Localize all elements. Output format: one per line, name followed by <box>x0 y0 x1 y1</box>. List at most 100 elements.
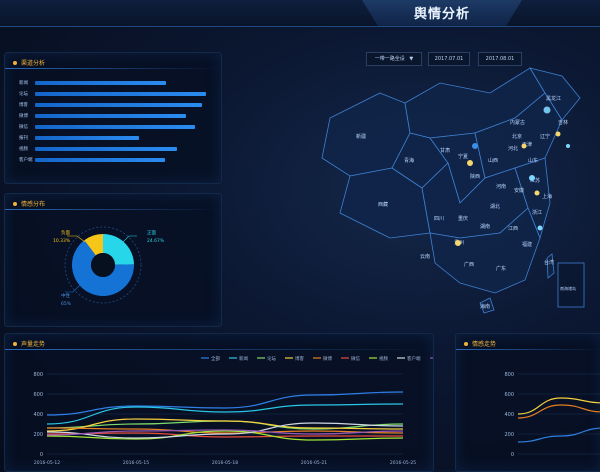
province-label: 海南 <box>480 303 490 310</box>
province-label: 甘肃 <box>440 147 450 154</box>
channel-analysis-title: 渠道分析 <box>13 58 45 67</box>
y-tick-label: 400 <box>504 412 514 418</box>
channel-bar <box>35 92 206 96</box>
series-line <box>46 422 404 439</box>
hotspot-marker <box>555 131 561 137</box>
channel-bar <box>35 103 203 107</box>
legend-item[interactable]: 博客 <box>295 355 304 362</box>
channel-bar-label: 新闻 <box>19 81 28 86</box>
title-bullet-icon <box>13 341 17 346</box>
donut-segment <box>103 234 134 265</box>
y-tick-label: 0 <box>511 452 514 458</box>
legend-item[interactable]: 微博 <box>323 355 332 362</box>
region-northeast <box>529 67 581 121</box>
donut-label-neutral-name: 中性 <box>61 292 70 299</box>
series-line <box>46 429 404 436</box>
leader-negative <box>67 235 86 243</box>
province-label: 内蒙古 <box>510 119 525 126</box>
region-taiwan <box>546 253 555 279</box>
channel-bar-label: 微信 <box>19 125 28 130</box>
channel-bar-row: 客户端 <box>19 158 219 164</box>
x-tick-label: 2016-05-18 <box>212 460 238 466</box>
province-label: 河南 <box>496 183 506 190</box>
channel-select[interactable]: 一带一路全设 ▼ <box>366 52 422 66</box>
end-date-input[interactable]: 2017.08.01 <box>478 52 522 66</box>
legend-item[interactable]: 客户端 <box>407 355 421 362</box>
channel-bar-row: 微信 <box>19 125 219 131</box>
channel-bar <box>35 147 178 151</box>
leader-neutral <box>65 283 82 293</box>
province-label: 西藏 <box>378 201 388 208</box>
x-tick-label: 2016-05-21 <box>301 460 327 466</box>
chevron-down-icon: ▼ <box>409 56 414 62</box>
legend-item[interactable]: 微信 <box>351 355 360 362</box>
x-tick-label: 2016-05-25 <box>390 460 416 466</box>
emotion-trend-panel: 情感走势 0 200 400 600 800 <box>455 333 600 472</box>
x-tick-label: 2016-05-12 <box>34 460 60 466</box>
emotion-line-chart: 0 200 400 600 800 <box>504 372 600 458</box>
series-line <box>517 427 600 443</box>
south-sea-inset <box>557 262 585 308</box>
series-line <box>517 397 600 415</box>
province-label: 江西 <box>508 225 518 232</box>
province-label: 黑龙江 <box>546 95 561 102</box>
province-label: 福建 <box>522 241 532 248</box>
series-line <box>46 427 404 434</box>
donut-hole <box>91 253 115 277</box>
province-label: 四川 <box>434 216 444 222</box>
title-bullet-icon <box>464 341 468 346</box>
province-label: 云南 <box>420 253 430 260</box>
hotspot-marker <box>472 143 478 149</box>
channel-bar-row: 博客 <box>19 103 219 109</box>
channel-bar-row: 论坛 <box>19 92 219 98</box>
legend-item[interactable]: 新闻 <box>239 355 248 362</box>
legend-item[interactable]: 全部 <box>211 355 220 362</box>
channel-bar-row: 视频 <box>19 147 219 153</box>
channel-bar-label: 论坛 <box>19 92 28 97</box>
donut-label-neutral-pct: 65% <box>61 301 72 307</box>
hotspot-marker <box>529 175 535 181</box>
legend-item[interactable]: 论坛 <box>267 355 276 362</box>
title-bullet-icon <box>13 60 17 65</box>
series-line <box>46 418 404 432</box>
province-label: 青海 <box>404 157 414 164</box>
region-south <box>429 207 541 294</box>
hotspot-marker <box>566 144 570 148</box>
hotspot-markers <box>455 106 570 246</box>
emotion-trend-title: 情感走势 <box>464 339 496 348</box>
y-tick-label: 0 <box>40 452 43 458</box>
channel-select-value: 一带一路全设 <box>374 56 405 62</box>
province-label: 台湾 <box>544 259 554 266</box>
province-label: 河北 <box>508 145 518 152</box>
legend-item[interactable]: 视频 <box>379 355 388 362</box>
province-label: 江苏 <box>530 177 540 184</box>
volume-line-chart: 0 200 400 600 800 2016-05-12 2016-05-15 2016-05… <box>33 355 433 466</box>
province-label: 山西 <box>488 157 498 164</box>
province-label: 安徽 <box>514 187 524 194</box>
series-line <box>517 404 600 419</box>
x-tick-label: 2016-05-15 <box>123 460 149 466</box>
province-label: 吉林 <box>558 119 568 126</box>
channel-bar-label: 博客 <box>19 103 28 108</box>
channel-analysis-panel: 渠道分析 新闻 论坛 博客 微博 微信 报刊 视频 客户端 <box>4 52 222 184</box>
title-bullet-icon <box>13 201 17 206</box>
start-date-input[interactable]: 2017.07.01 <box>428 52 470 66</box>
province-label: 陕西 <box>470 173 480 180</box>
y-tick-label: 800 <box>504 372 514 378</box>
channel-bar-row: 报刊 <box>19 136 219 142</box>
province-label: 山东 <box>528 157 538 164</box>
sentiment-donut-chart: 负面 10.33% 正面 24.67% 中性 65% <box>53 226 165 307</box>
channel-bar-row: 新闻 <box>19 81 219 87</box>
donut-label-positive-name: 正面 <box>147 230 156 236</box>
south-sea-inset-label: 南海诸岛 <box>560 285 576 291</box>
hotspot-marker <box>455 240 461 246</box>
donut-label-negative-pct: 10.33% <box>53 238 71 244</box>
province-label: 辽宁 <box>540 133 550 140</box>
series-line <box>46 391 404 416</box>
series-line <box>46 430 404 441</box>
donut-outer-ring <box>64 226 142 304</box>
region-hainan <box>479 297 495 314</box>
province-label: 广西 <box>464 261 474 268</box>
y-tick-label: 800 <box>33 372 43 378</box>
region-east-coast <box>514 157 551 240</box>
